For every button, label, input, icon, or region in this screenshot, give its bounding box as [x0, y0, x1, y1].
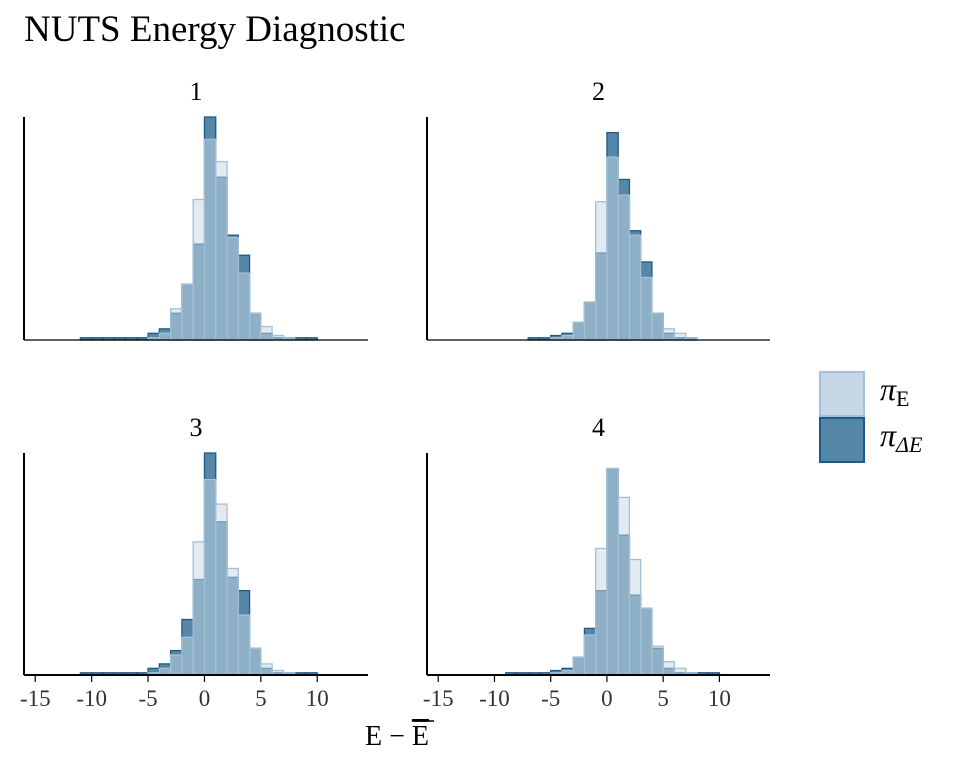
histogram-bar-E — [595, 201, 608, 341]
histogram-bar-E — [215, 503, 228, 676]
facet-label: 3 — [190, 413, 203, 442]
x-axis-label-main: E − — [365, 721, 412, 752]
histogram-bar-E — [158, 332, 172, 341]
chart-title: NUTS Energy Diagnostic — [24, 9, 406, 50]
histogram-bar-E — [583, 634, 597, 676]
facet-label: 4 — [592, 413, 605, 442]
histogram-bar-E — [237, 614, 251, 676]
histogram-bar-E — [192, 541, 206, 676]
histogram-bar-E — [606, 467, 619, 676]
x-tick-label: 5 — [657, 686, 669, 711]
x-tick-label: 0 — [199, 686, 211, 711]
x-tick-label: 10 — [708, 686, 731, 711]
histogram-bar-E — [192, 198, 206, 341]
histogram-bar-E — [260, 663, 273, 676]
histogram-bar-E — [628, 558, 642, 676]
facet-panel-2: 2 — [426, 77, 770, 341]
x-tick-label: 0 — [601, 686, 613, 711]
facet-panel-3: 3 -15 -10 -5 0 5 10 — [20, 413, 368, 711]
histogram-bar-E — [640, 276, 653, 341]
histogram-bar-E — [181, 636, 194, 676]
histogram-bar-E — [226, 236, 239, 341]
histogram-bar-E — [662, 328, 676, 341]
histogram-bar-E — [651, 312, 664, 341]
histogram-bar-E — [561, 334, 574, 341]
histogram-bar-E — [248, 312, 262, 341]
x-tick-label: -5 — [138, 686, 157, 711]
legend-label-E: πE — [880, 371, 909, 411]
legend: πE πΔE — [819, 371, 923, 463]
histogram-bar-E — [169, 654, 183, 676]
legend-swatch-dE — [819, 417, 865, 463]
histogram-bar-E — [181, 283, 194, 341]
histogram-bar-E — [583, 301, 597, 341]
legend-swatch-E — [819, 371, 865, 417]
histogram-bar-E — [203, 478, 217, 676]
histogram-bar-E — [215, 160, 228, 341]
histogram-bar-E — [248, 647, 262, 676]
histogram-bar-E — [237, 272, 251, 341]
histogram-bar-E — [651, 645, 664, 676]
x-axis-label: E − E — [365, 721, 429, 752]
histogram-bar-E — [572, 656, 586, 676]
facet-panel-1: 1 — [23, 77, 368, 341]
x-tick-label: 5 — [255, 686, 267, 711]
facet-panels: 1 2 3 -15 -10 -5 0 5 10 4 -15 -10 -5 0 5 10 — [20, 77, 770, 711]
histogram-bar-E — [673, 332, 687, 341]
facet-panel-4: 4 -15 -10 -5 0 5 10 — [423, 413, 770, 711]
histogram-bar-E — [169, 308, 183, 341]
x-tick-label: 10 — [306, 686, 329, 711]
x-tick-label: -10 — [479, 686, 510, 711]
histogram-bar-E — [595, 547, 608, 676]
histogram-bar-E — [271, 334, 285, 341]
facet-label: 1 — [190, 77, 203, 106]
x-tick-label: -5 — [541, 686, 560, 711]
x-tick-label: -15 — [423, 686, 454, 711]
histogram-bar-E — [572, 321, 586, 341]
legend-label-dE: πΔE — [880, 417, 923, 457]
x-tick-label: -15 — [20, 686, 51, 711]
histogram-bar-E — [226, 567, 239, 676]
histogram-bar-E — [662, 661, 676, 676]
histogram-bar-E — [640, 607, 653, 676]
histogram-bar-E — [203, 138, 217, 341]
histogram-bar-E — [606, 156, 619, 341]
histogram-bar-E — [260, 325, 273, 341]
histogram-bar-E — [628, 234, 642, 341]
x-tick-label: -10 — [76, 686, 107, 711]
x-axis-label-mean: E — [412, 721, 429, 752]
histogram-bar-E — [617, 496, 631, 676]
facet-label: 2 — [592, 77, 605, 106]
histogram-bar-E — [617, 194, 631, 341]
